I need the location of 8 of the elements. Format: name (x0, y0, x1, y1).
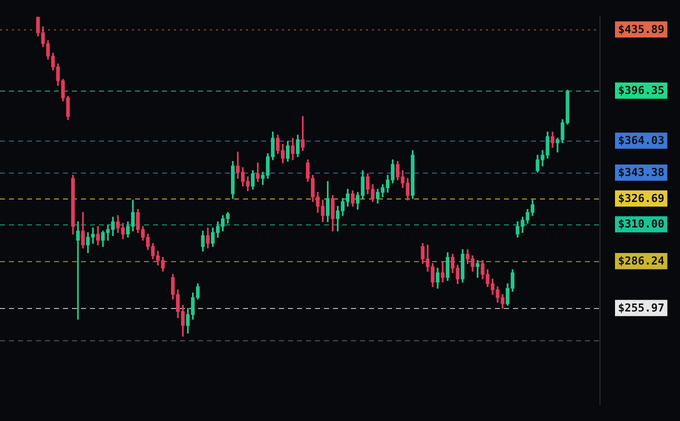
y-tick-label: $435.89 (618, 22, 664, 36)
y-tick-label: $255.97 (618, 301, 664, 314)
y-tick-label: $286.24 (618, 254, 665, 268)
y-tick-label: $326.69 (618, 192, 664, 205)
y-tick-label: $364.03 (618, 134, 664, 148)
y-tick-label: $343.38 (618, 166, 664, 180)
y-tick-label: $396.35 (618, 84, 664, 97)
y-tick-label: $310.00 (618, 218, 664, 231)
